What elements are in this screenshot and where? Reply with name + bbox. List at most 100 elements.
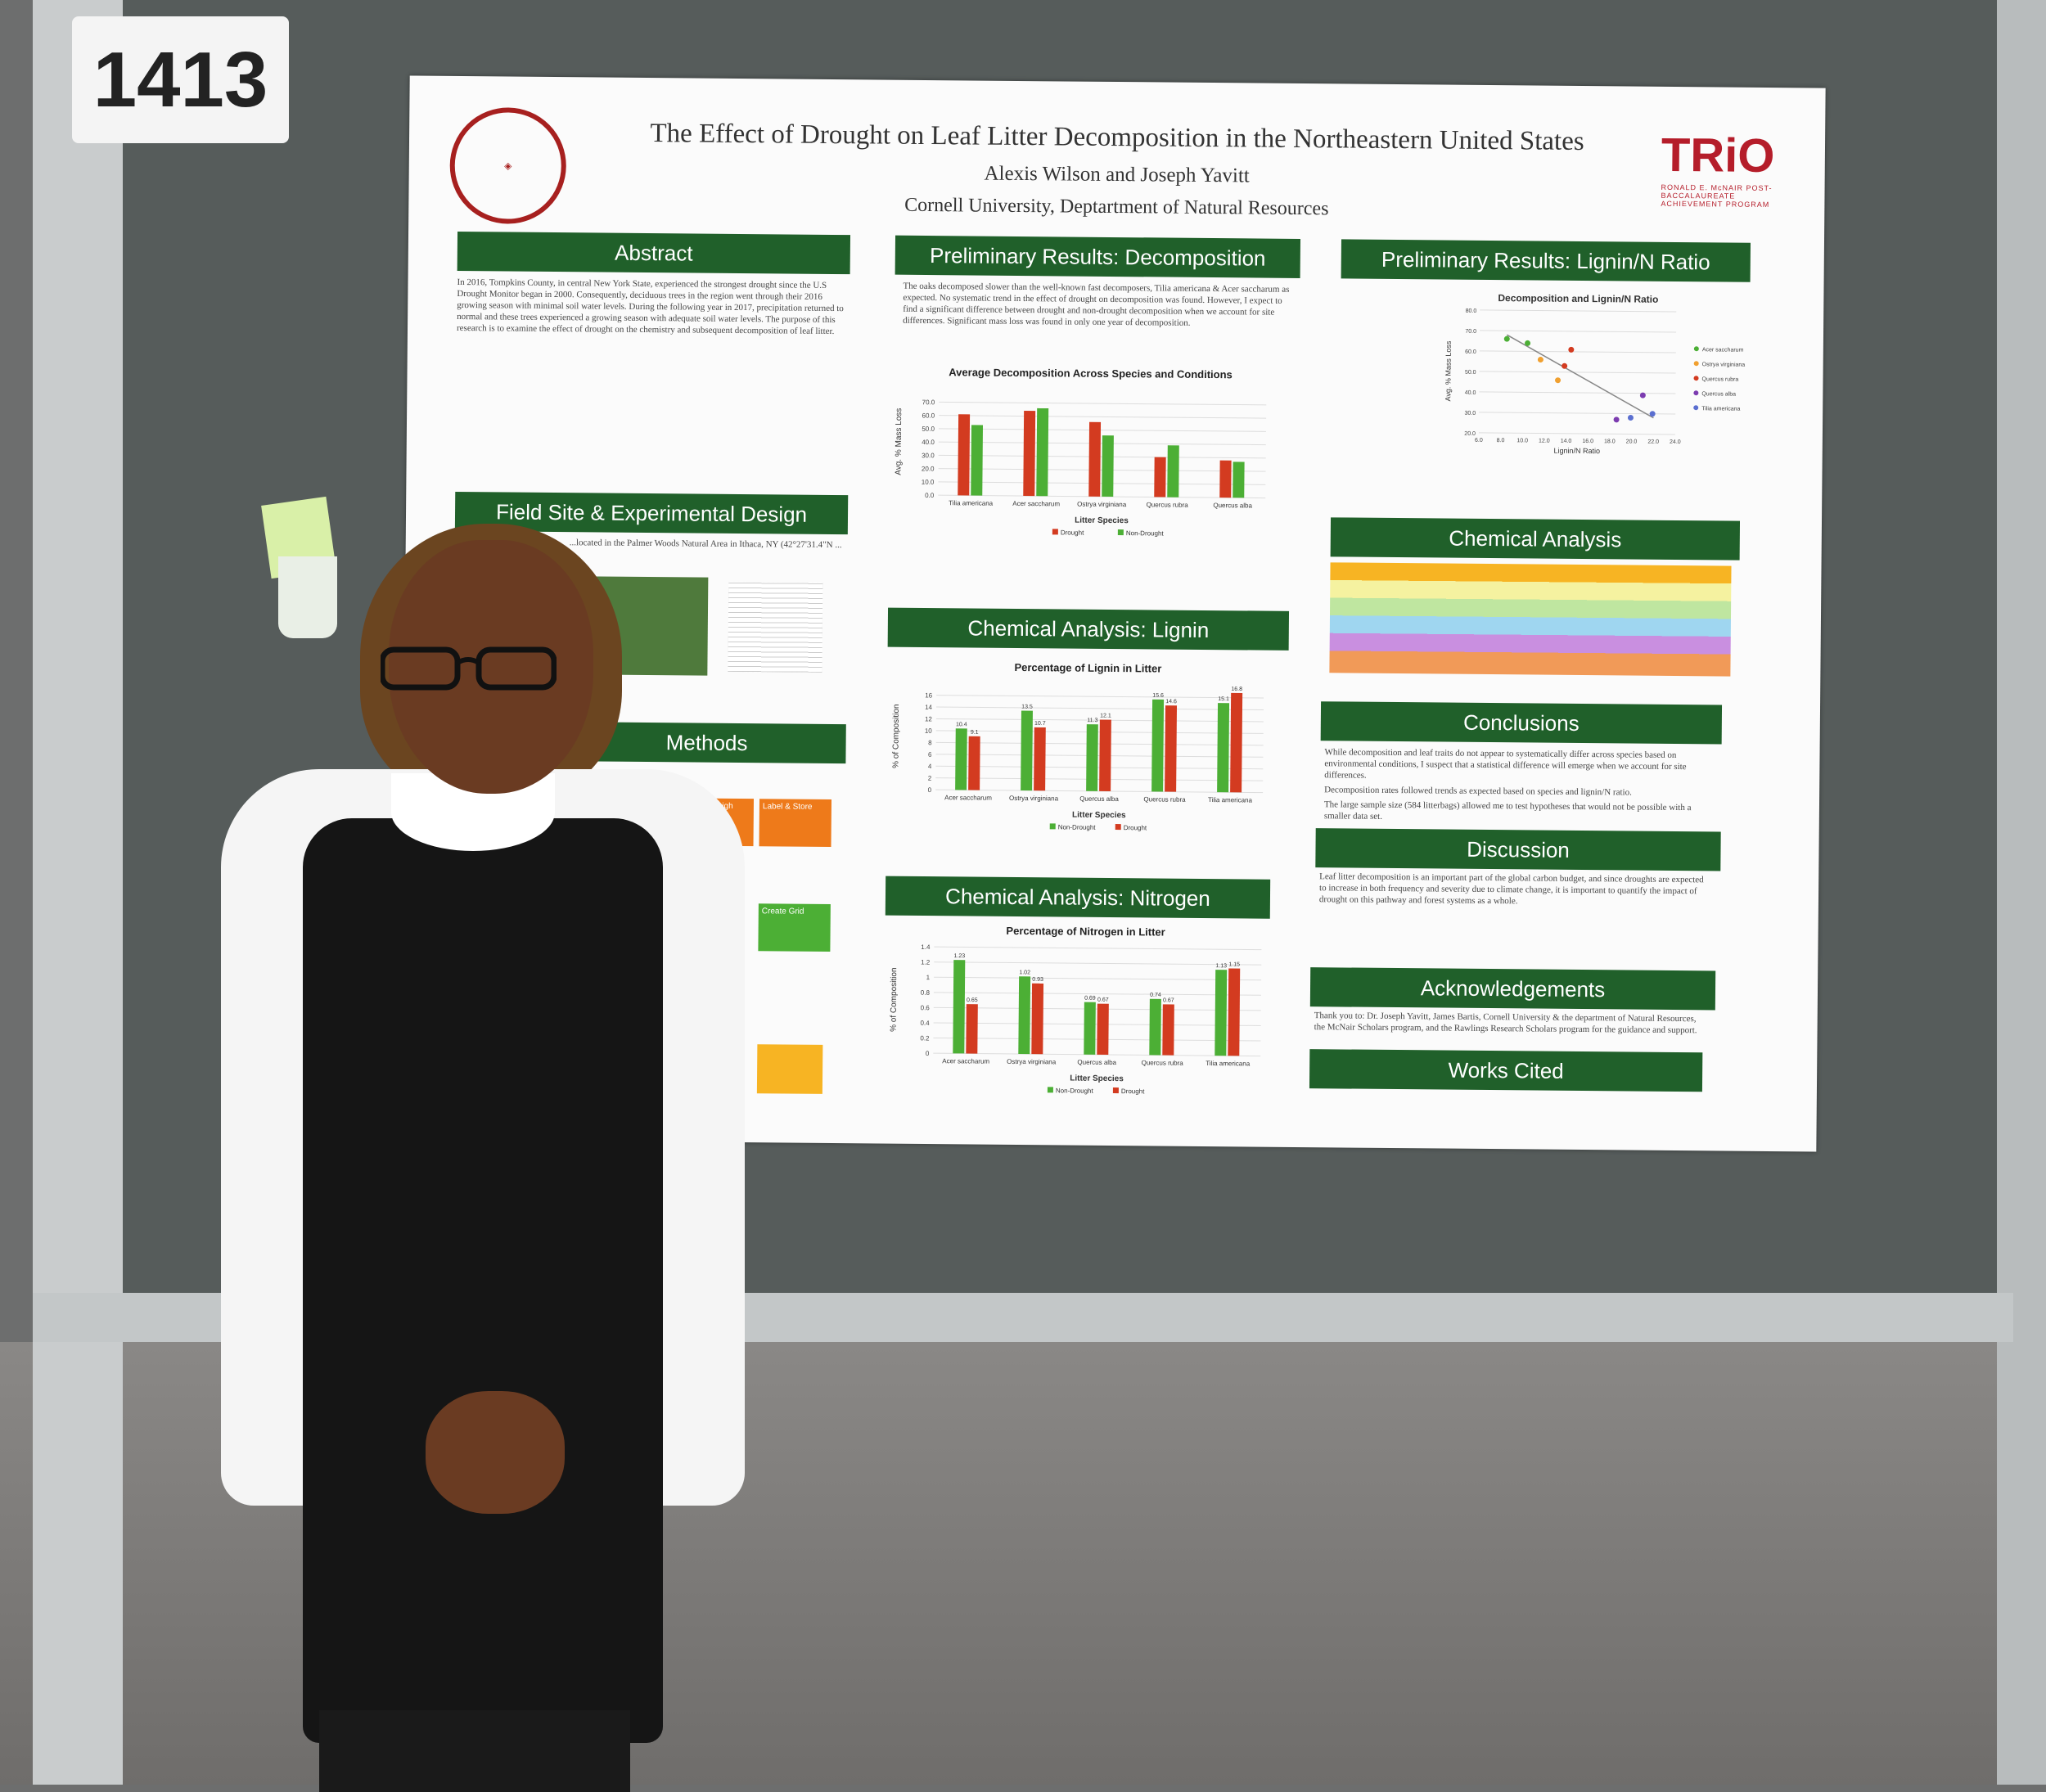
conclusions-heading: Conclusions (1320, 701, 1723, 745)
y-tick-label: 70.0 (922, 398, 935, 406)
board-frame-right (1997, 0, 2046, 1785)
data-label: 1.23 (953, 953, 965, 959)
bar (1088, 421, 1102, 497)
lignin-n-heading: Preliminary Results: Lignin/N Ratio (1341, 239, 1751, 282)
data-label: 10.7 (1034, 721, 1046, 727)
x-tick-label: Quercus alba (1079, 795, 1119, 803)
y-tick-label: 1 (926, 974, 931, 981)
y-tick-label: 30.0 (1464, 411, 1476, 416)
chart-title: Percentage of Nitrogen in Litter (1006, 925, 1165, 939)
legend-marker (1693, 346, 1699, 352)
methods-step-yellow (756, 1044, 823, 1094)
y-tick-label: 20.0 (1464, 431, 1476, 437)
bar (1099, 719, 1111, 791)
discussion-text: Leaf litter decomposition is an importan… (1318, 871, 1704, 907)
y-tick-label: 60.0 (1465, 349, 1476, 355)
lignin-heading: Chemical Analysis: Lignin (887, 607, 1290, 651)
legend-label: Drought (1121, 1087, 1145, 1095)
bar (971, 425, 984, 496)
x-tick-label: Ostrya virginiana (1007, 1058, 1057, 1066)
decomposition-chart: Average Decomposition Across Species and… (894, 366, 1267, 538)
person-black-dress (303, 818, 663, 1743)
nitrogen-chart: Percentage of Nitrogen in Litter 0 0.2 0.4 0… (890, 925, 1262, 1095)
x-tick-label: 22.0 (1647, 439, 1659, 445)
discussion-heading: Discussion (1315, 828, 1721, 871)
bar (1230, 692, 1243, 793)
x-tick-label: Acer saccharum (942, 1057, 989, 1065)
bar (1167, 445, 1179, 498)
x-tick-label: Quercus rubra (1147, 501, 1189, 508)
scatter-point (1525, 340, 1531, 346)
bar (966, 1004, 978, 1054)
conclusion-item-2: Decomposition rates followed trends as e… (1324, 785, 1632, 798)
data-label: 10.4 (956, 722, 967, 727)
y-tick-label: 10 (925, 727, 933, 735)
data-label: 1.13 (1215, 963, 1227, 969)
data-label: 1.02 (1019, 970, 1030, 975)
x-tick-label: Quercus rubra (1143, 795, 1186, 803)
abstract-heading: Abstract (457, 231, 851, 275)
conclusion-item-1: While decomposition and leaf traits do n… (1324, 747, 1687, 781)
legend-label: Non-Drought (1056, 1087, 1094, 1094)
legend-label: Tilia americana (1701, 406, 1740, 412)
gridline (933, 1038, 1261, 1042)
data-label: 0.67 (1163, 997, 1174, 1003)
data-label: 0.93 (1032, 977, 1043, 983)
decomposition-heading: Preliminary Results: Decomposition (895, 235, 1301, 278)
chemical-analysis-heading: Chemical Analysis (1330, 517, 1741, 561)
legend-swatch (1049, 823, 1056, 830)
y-tick-label: 4 (928, 763, 932, 770)
gridline (1480, 309, 1677, 313)
chart-title: Percentage of Lignin in Litter (1014, 661, 1161, 675)
legend-swatch (1047, 1087, 1053, 1093)
legend-swatch (1052, 529, 1058, 535)
y-tick-label: 0.4 (920, 1020, 930, 1027)
lignin-chart: Percentage of Lignin in Litter 0 2 4 6 8 10 12 1… (891, 661, 1264, 831)
legend-label: Drought (1124, 824, 1147, 831)
works-cited-heading: Works Cited (1309, 1049, 1703, 1092)
research-poster: ◈ TRiO RONALD E. McNAIR POST-BACCALAUREA… (400, 75, 1826, 1152)
y-tick-label: 30.0 (922, 452, 935, 459)
gridline (938, 454, 1266, 459)
methods-step-grid: Create Grid (758, 903, 831, 952)
methods-step-label: Label & Store (759, 799, 832, 848)
x-tick-label: 18.0 (1604, 439, 1616, 444)
x-axis-label: Litter Species (1075, 516, 1129, 526)
legend-label: Quercus rubra (1701, 376, 1738, 382)
bar (1233, 462, 1245, 498)
y-tick-label: 0.2 (920, 1034, 930, 1042)
x-tick-label: 10.0 (1516, 438, 1528, 443)
gridline (936, 695, 1264, 699)
board-frame-left (33, 0, 123, 1785)
gridline (939, 415, 1267, 419)
acknowledgements-text: Thank you to: Dr. Joseph Yavitt, James B… (1314, 1011, 1697, 1036)
scatter-point (1627, 415, 1634, 421)
data-label: 0.67 (1097, 997, 1109, 1003)
person-hands (426, 1391, 565, 1514)
person-face (389, 540, 593, 794)
legend-swatch (1117, 529, 1124, 536)
y-tick-label: 50.0 (922, 425, 935, 433)
gridline (938, 428, 1266, 432)
y-tick-label: 16 (925, 691, 933, 699)
bar (1151, 699, 1165, 792)
grid-diagram (728, 581, 823, 673)
x-tick-label: 12.0 (1539, 439, 1550, 444)
person-legs (319, 1710, 630, 1792)
bar (1219, 460, 1232, 498)
data-label: 0.69 (1084, 996, 1096, 1002)
bar (1023, 411, 1036, 497)
y-tick-label: 0.6 (921, 1004, 931, 1011)
y-tick-label: 0 (928, 786, 932, 794)
bar (1165, 705, 1178, 792)
gridline (934, 946, 1262, 951)
legend-swatch (1115, 824, 1121, 831)
bar (1102, 435, 1114, 497)
gridline (934, 961, 1262, 966)
gridline (933, 1052, 1261, 1057)
y-tick-label: 14 (925, 704, 933, 711)
bar (1097, 1003, 1109, 1055)
card-holder-cup (278, 556, 337, 638)
legend-label: Drought (1061, 529, 1084, 536)
data-label: 15.6 (1152, 693, 1164, 699)
